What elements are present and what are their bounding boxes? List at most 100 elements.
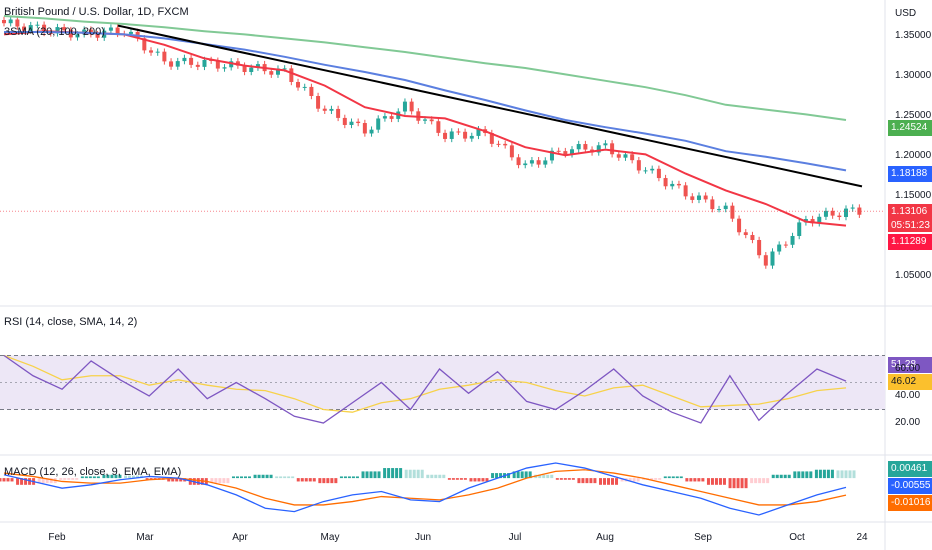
macd-histogram-bar (265, 474, 269, 479)
macd-indicator-label[interactable]: MACD (12, 26, close, 9, EMA, EMA) (4, 466, 182, 478)
candle-body (142, 38, 147, 51)
candle-body (676, 183, 681, 186)
macd-histogram-bar (322, 478, 326, 484)
macd-histogram-bar (59, 478, 63, 480)
macd-histogram-bar (463, 478, 467, 480)
candle-body (402, 101, 407, 112)
candle-body (182, 57, 187, 62)
macd-histogram-bar (269, 474, 273, 479)
macd-histogram-bar (275, 476, 279, 479)
candle-body (302, 86, 307, 88)
macd-histogram-bar (226, 478, 230, 484)
price-axis-tick: 1.30000 (895, 70, 932, 81)
candle-body (15, 19, 20, 27)
candle-body (683, 185, 688, 197)
macd-histogram-bar (710, 478, 714, 485)
macd-histogram-bar (330, 478, 334, 484)
candle-body (549, 150, 554, 161)
candle-body (670, 183, 675, 187)
macd-histogram-bar (567, 478, 571, 480)
macd-histogram-bar (675, 476, 679, 479)
macd-histogram-bar (628, 478, 632, 482)
candle-body (162, 51, 167, 62)
macd-histogram-bar (559, 478, 563, 480)
macd-histogram-bar (416, 469, 420, 479)
time-axis-tick: Aug (596, 532, 614, 543)
macd-histogram-bar (365, 471, 369, 479)
rsi-band (0, 355, 885, 410)
macd-histogram-bar (351, 476, 355, 479)
sma-indicator-label[interactable]: 3SMA (20, 100, 200) (4, 26, 105, 38)
macd-histogram-bar (179, 478, 183, 482)
sma20-badge: 1.11289 (888, 234, 932, 250)
macd-histogram-bar (145, 478, 149, 480)
macd-histogram-bar (524, 471, 528, 479)
macd-histogram-bar (671, 476, 675, 479)
macd-histogram-bar (118, 474, 122, 479)
candle-body (576, 144, 581, 150)
macd-histogram-bar (16, 478, 20, 485)
macd-histogram-bar (6, 478, 10, 482)
macd-histogram-bar (744, 478, 748, 489)
macd-histogram-bar (434, 474, 438, 479)
macd-histogram-bar (787, 474, 791, 479)
macd-histogram-bar (291, 476, 295, 479)
candle-body (777, 244, 782, 252)
candle-body (837, 215, 842, 218)
candle-body (630, 154, 635, 161)
macd-histogram-bar (663, 476, 667, 479)
candle-body (696, 195, 701, 200)
candle-body (255, 64, 260, 68)
price-axis-tick: 1.05000 (895, 270, 932, 281)
time-axis-tick: Sep (694, 532, 712, 543)
candle-body (503, 143, 508, 146)
candle-body (429, 119, 434, 122)
macd-histogram-bar (632, 478, 636, 482)
macd-value-badge: -0.00555 (888, 478, 932, 494)
macd-histogram-bar (49, 478, 53, 484)
macd-histogram-bar (830, 469, 834, 479)
macd-histogram-bar (571, 478, 575, 480)
candle-body (737, 218, 742, 233)
rsi-indicator-label[interactable]: RSI (14, close, SMA, 14, 2) (4, 316, 138, 328)
candle-body (389, 116, 394, 119)
macd-signal-badge: -0.01016 (888, 495, 932, 511)
rsi-sma-line (3, 354, 847, 413)
candle-body (349, 121, 354, 125)
macd-histogram-bar (701, 478, 705, 482)
macd-histogram-bar (818, 469, 822, 479)
macd-histogram-bar (136, 475, 140, 479)
candle-body (783, 244, 788, 246)
macd-histogram-bar (361, 471, 365, 479)
macd-histogram-bar (399, 468, 403, 479)
candle-body (797, 222, 802, 237)
macd-histogram-bar (63, 478, 67, 480)
macd-histogram-bar (84, 476, 88, 479)
macd-histogram-bar (0, 478, 2, 482)
candle-body (523, 163, 528, 166)
candle-body (95, 34, 100, 38)
candle-body (496, 143, 501, 145)
candle-body (322, 108, 327, 111)
macd-histogram-bar (636, 478, 640, 482)
macd-line (3, 462, 847, 516)
macd-histogram-bar (75, 478, 79, 480)
macd-histogram-bar (355, 476, 359, 479)
candle-body (409, 101, 414, 112)
candle-body (8, 19, 13, 24)
candle-body (128, 31, 133, 34)
macd-histogram-bar (92, 476, 96, 479)
candle-body (543, 160, 548, 165)
candle-body (269, 71, 274, 75)
candle-body (443, 132, 448, 139)
candle-body (830, 210, 835, 216)
macd-histogram-bar (287, 476, 291, 479)
macd-histogram-bar (408, 469, 412, 479)
rsi-axis-tick: 60.00 (895, 363, 921, 374)
candle-body (570, 149, 575, 155)
candle-body (563, 151, 568, 155)
candle-body (22, 26, 27, 31)
macd-histogram-bar (67, 478, 71, 480)
rsi-axis-tick: 20.00 (895, 417, 921, 428)
